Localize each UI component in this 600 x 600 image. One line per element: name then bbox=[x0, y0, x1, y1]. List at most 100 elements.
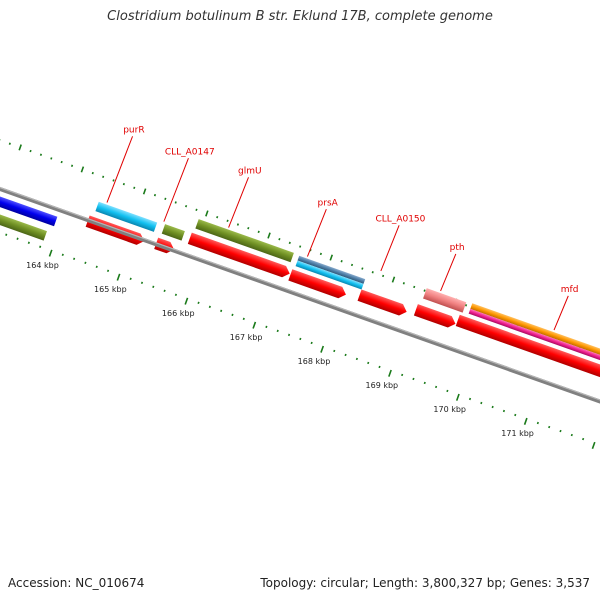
scale-dot bbox=[27, 241, 30, 244]
genome-backbone bbox=[0, 177, 600, 422]
scale-major-tick bbox=[252, 321, 257, 329]
scale-tick-label: 171 kbp bbox=[501, 429, 534, 438]
scale-dot bbox=[163, 289, 166, 293]
gene-label-glmu[interactable]: glmU bbox=[238, 167, 262, 177]
scale-dot bbox=[310, 341, 313, 345]
outer-dot bbox=[299, 245, 302, 248]
gene-bar-orange[interactable] bbox=[470, 303, 600, 376]
scale-dot bbox=[480, 401, 483, 405]
cds-arrow-glmu[interactable] bbox=[187, 232, 292, 280]
scale-dot bbox=[287, 333, 291, 337]
scale-major-tick bbox=[591, 441, 596, 449]
scale-dot bbox=[412, 377, 415, 381]
cds-arrow-pth[interactable] bbox=[413, 304, 458, 329]
outer-dot bbox=[122, 182, 125, 186]
gene-bar-blue[interactable] bbox=[0, 189, 58, 227]
gene-leader-line bbox=[163, 158, 189, 222]
gene-bar-cyan-1[interactable] bbox=[95, 201, 158, 232]
outer-dot bbox=[102, 175, 105, 178]
gene-leader-line bbox=[553, 295, 569, 331]
outer-major-tick bbox=[329, 254, 334, 261]
outer-dot bbox=[174, 201, 177, 204]
scale-dot bbox=[434, 385, 438, 389]
outer-dot bbox=[319, 252, 322, 256]
gene-label-mfd[interactable]: mfd bbox=[561, 285, 579, 295]
outer-major-tick bbox=[205, 210, 209, 217]
scale-dot bbox=[208, 305, 211, 309]
cds-bar-mfd[interactable] bbox=[455, 314, 600, 397]
scale-dot bbox=[570, 433, 573, 437]
scale-tick-label: 168 kbp bbox=[298, 357, 331, 366]
gene-label-pth[interactable]: pth bbox=[450, 243, 465, 253]
gene-label-purr[interactable]: purR bbox=[123, 126, 144, 136]
outer-dot bbox=[226, 219, 229, 223]
scale-dot bbox=[231, 313, 234, 317]
outer-dot bbox=[288, 241, 291, 245]
scale-dot bbox=[491, 405, 494, 409]
gene-bar-cyan-2[interactable] bbox=[295, 260, 364, 290]
gene-label-prsa[interactable]: prsA bbox=[318, 198, 339, 208]
gene-bar-olive-small[interactable] bbox=[161, 224, 185, 241]
scale-dot bbox=[152, 285, 155, 289]
scale-dot bbox=[502, 409, 506, 413]
scale-dot bbox=[367, 361, 370, 365]
scale-dot bbox=[548, 425, 551, 429]
gene-bar-magenta[interactable] bbox=[468, 308, 600, 381]
outer-dot bbox=[0, 138, 1, 142]
scale-dot bbox=[61, 253, 64, 256]
scale-dot bbox=[276, 329, 279, 333]
outer-dot bbox=[50, 157, 53, 160]
scale-dot bbox=[106, 269, 110, 273]
map-title: Clostridium botulinum B str. Eklund 17B,… bbox=[107, 9, 493, 24]
outer-dot bbox=[60, 160, 63, 164]
scale-dot bbox=[95, 265, 98, 269]
scale-major-tick bbox=[388, 369, 392, 377]
outer-dot bbox=[91, 171, 94, 175]
gene-bar-olive-left[interactable] bbox=[0, 205, 47, 241]
outer-dot bbox=[216, 215, 219, 219]
gene-bar-pink[interactable] bbox=[423, 288, 467, 313]
scale-major-tick bbox=[455, 393, 460, 401]
outer-dot bbox=[195, 208, 198, 212]
outer-major-tick bbox=[142, 188, 147, 195]
scale-dot bbox=[299, 337, 302, 341]
scale-dot bbox=[16, 237, 19, 240]
scale-dot bbox=[5, 233, 8, 236]
scale-dot bbox=[446, 389, 449, 393]
outer-dot bbox=[257, 230, 260, 234]
outer-dot bbox=[340, 260, 343, 263]
gene-leader-line bbox=[306, 208, 327, 257]
outer-major-tick bbox=[80, 166, 85, 173]
gene-leader-line bbox=[440, 253, 457, 292]
gene-label-cll-a0150[interactable]: CLL_A0150 bbox=[376, 215, 426, 225]
gene-bar-olive-glmu[interactable] bbox=[195, 219, 294, 263]
scale-dot bbox=[536, 421, 539, 425]
outer-dot bbox=[153, 193, 157, 197]
scale-dot bbox=[355, 357, 358, 361]
scale-tick-label: 165 kbp bbox=[94, 285, 127, 294]
cds-arrow-cll-a0150[interactable] bbox=[357, 289, 409, 317]
gene-bar-steel[interactable] bbox=[297, 255, 366, 284]
scale-dot bbox=[73, 257, 76, 260]
scale-major-tick bbox=[523, 417, 528, 425]
gene-leader-line bbox=[380, 225, 400, 272]
gene-label-cll-a0147[interactable]: CLL_A0147 bbox=[165, 147, 215, 157]
scale-tick-label: 166 kbp bbox=[162, 309, 195, 318]
scale-dot bbox=[242, 317, 245, 321]
outer-dot bbox=[371, 271, 374, 274]
outer-dot bbox=[39, 153, 43, 156]
scale-dot bbox=[197, 301, 200, 305]
scale-tick-label: 170 kbp bbox=[433, 405, 466, 414]
outer-dot bbox=[185, 204, 188, 208]
gene-leader-line bbox=[228, 177, 249, 228]
cds-arrow-prsa[interactable] bbox=[288, 269, 348, 300]
outer-dot bbox=[464, 304, 468, 307]
outer-dot bbox=[133, 186, 136, 190]
scale-tick-label: 164 kbp bbox=[26, 261, 59, 270]
scale-dot bbox=[220, 309, 223, 313]
outer-dot bbox=[236, 223, 240, 226]
scale-tick-label: 167 kbp bbox=[230, 333, 263, 342]
